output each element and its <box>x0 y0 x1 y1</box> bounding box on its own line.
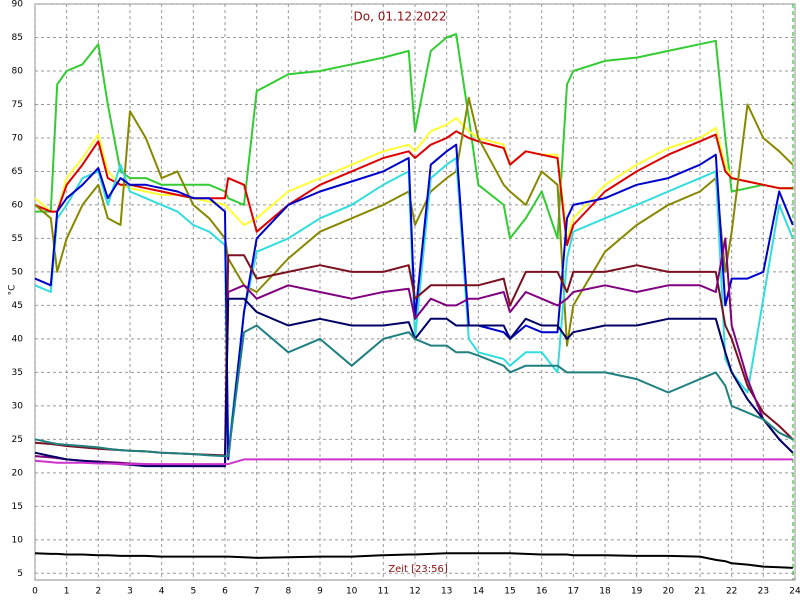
x-tick-label: 21 <box>694 587 705 597</box>
x-tick-label: 6 <box>222 587 228 597</box>
series-line <box>34 458 793 466</box>
x-tick-label: 18 <box>599 587 611 597</box>
x-tick-label: 13 <box>441 587 452 597</box>
x-tick-label: 14 <box>473 587 485 597</box>
x-tick-label: 10 <box>346 587 358 597</box>
x-tick-label: 11 <box>378 587 389 597</box>
y-tick-label: 25 <box>12 435 23 445</box>
x-tick-label: 0 <box>32 587 38 597</box>
x-axis-label: Zeit [23:56] <box>388 564 448 575</box>
y-tick-label: 80 <box>12 66 24 76</box>
x-tick-label: 23 <box>758 587 769 597</box>
series-line <box>34 116 793 240</box>
y-tick-label: 55 <box>12 234 23 244</box>
x-tick-label: 19 <box>631 587 643 597</box>
x-tick-label: 15 <box>504 587 515 597</box>
y-tick-label: 15 <box>12 502 23 512</box>
y-tick-label: 90 <box>12 0 24 10</box>
x-tick-label: 5 <box>190 587 196 597</box>
y-tick-label: 30 <box>12 401 24 411</box>
series-line <box>35 33 793 240</box>
y-tick-label: 40 <box>12 334 24 344</box>
y-tick-label: 75 <box>12 100 23 110</box>
x-tick-label: 3 <box>127 587 133 597</box>
y-tick-label: 60 <box>12 200 24 210</box>
x-tick-label: 2 <box>95 587 101 597</box>
x-tick-label: 17 <box>568 587 579 597</box>
y-tick-label: 45 <box>12 301 23 311</box>
x-tick-label: 22 <box>726 587 737 597</box>
x-tick-label: 7 <box>254 587 260 597</box>
series-line <box>34 96 794 347</box>
x-tick-label: 8 <box>285 587 291 597</box>
x-tick-label: 20 <box>663 587 675 597</box>
series-line <box>34 324 794 458</box>
x-tick-label: 9 <box>317 587 323 597</box>
x-tick-label: 24 <box>789 587 800 597</box>
y-tick-label: 50 <box>12 267 24 277</box>
y-tick-label: 20 <box>12 468 24 478</box>
x-tick-label: 12 <box>409 587 420 597</box>
chart-title: Do, 01.12.2022 <box>354 10 447 24</box>
x-tick-label: 1 <box>64 587 70 597</box>
y-tick-label: 85 <box>12 33 23 43</box>
y-tick-label: 35 <box>12 368 23 378</box>
x-tick-label: 16 <box>536 587 548 597</box>
series-line <box>34 552 793 569</box>
x-tick-label: 4 <box>159 587 165 597</box>
y-tick-label: 65 <box>12 167 23 177</box>
y-tick-label: 10 <box>12 535 24 545</box>
y-tick-label: 5 <box>17 569 23 579</box>
y-axis-label: °C <box>8 285 18 296</box>
y-tick-label: 70 <box>12 133 24 143</box>
